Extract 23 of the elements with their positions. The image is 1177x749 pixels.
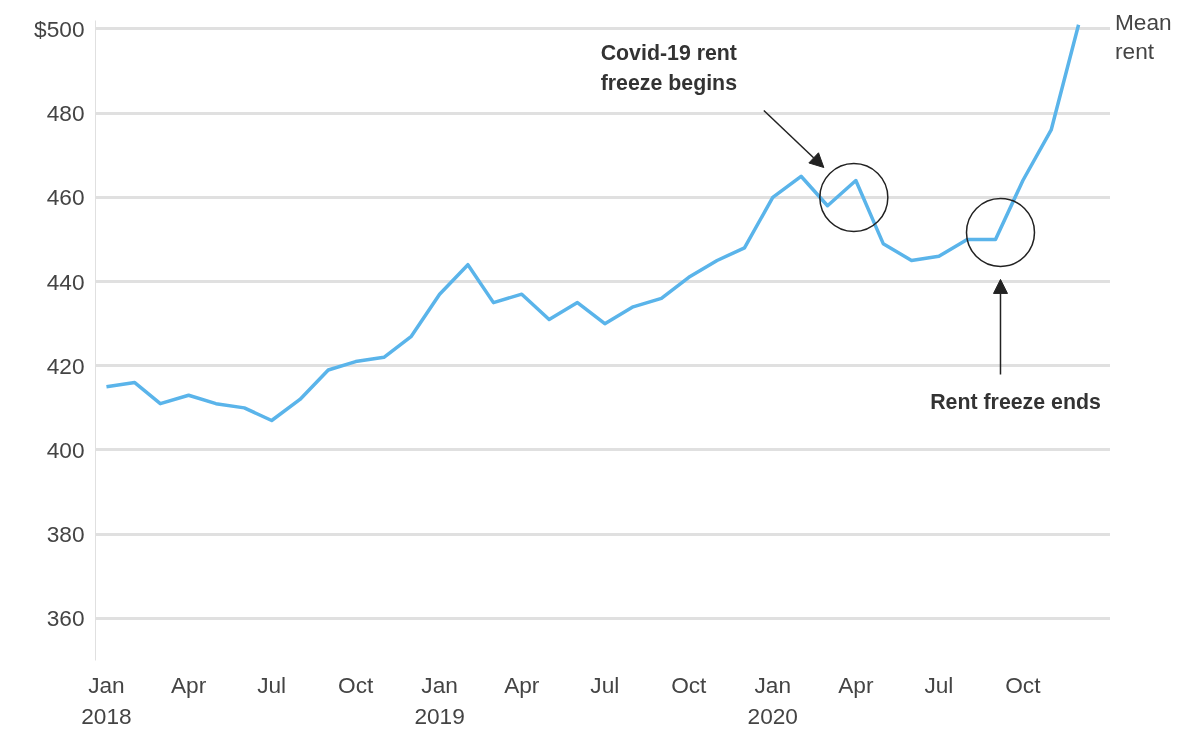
- y-tick-label: 420: [46, 352, 85, 379]
- y-tick-label: $500: [34, 15, 85, 42]
- x-tick-label: Jan 2018: [81, 671, 132, 729]
- x-tick-label: Oct: [671, 671, 708, 698]
- y-tick-label: 380: [46, 521, 85, 548]
- x-tick-label: Oct: [1005, 671, 1042, 698]
- x-tick-label: Oct: [338, 671, 374, 698]
- x-tick-label: Jul: [590, 671, 620, 698]
- annotation: Covid-19 rent freeze begins: [600, 40, 737, 95]
- x-tick-label: Apr: [838, 671, 874, 698]
- x-tick-label: Apr: [170, 671, 207, 698]
- y-tick-label: 360: [46, 605, 85, 632]
- x-tick-label: Apr: [504, 671, 540, 698]
- y-tick-label: 440: [46, 268, 85, 295]
- y-tick-label: 460: [46, 184, 85, 211]
- series-label: Mean rent: [1115, 8, 1172, 67]
- y-tick-label: 480: [46, 100, 85, 127]
- y-tick-label: 400: [46, 436, 85, 463]
- x-tick-label: Jul: [257, 671, 287, 698]
- annotation: Rent freeze ends: [930, 390, 1101, 415]
- x-tick-label: Jul: [924, 671, 954, 698]
- x-tick-label: Jan 2020: [747, 671, 798, 729]
- x-tick-label: Jan 2019: [414, 671, 465, 729]
